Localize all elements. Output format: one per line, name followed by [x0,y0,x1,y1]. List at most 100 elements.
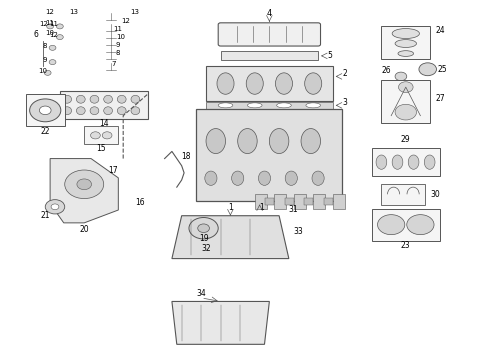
Text: 12: 12 [121,18,130,24]
Text: 7: 7 [111,62,116,67]
Ellipse shape [104,107,113,114]
Text: 13: 13 [130,9,140,15]
Bar [313,194,325,208]
Text: 23: 23 [401,241,411,250]
Circle shape [44,70,51,75]
Ellipse shape [392,155,403,169]
Text: 29: 29 [401,135,411,144]
Ellipse shape [238,129,257,154]
Bar [206,66,333,102]
Text: 13: 13 [70,9,78,15]
Bar [381,184,425,205]
Circle shape [56,35,63,40]
Text: 11: 11 [114,26,122,32]
Bar [266,198,274,205]
Text: 31: 31 [289,205,298,214]
Ellipse shape [205,171,217,185]
Ellipse shape [258,171,270,185]
Bar [84,126,118,144]
Circle shape [39,106,51,114]
Text: 19: 19 [199,234,208,243]
Ellipse shape [117,95,126,103]
Circle shape [51,204,59,210]
Bar [381,26,430,59]
Text: 10: 10 [38,68,47,74]
Circle shape [49,60,56,64]
Text: 12: 12 [49,32,58,38]
Text: 17: 17 [109,166,118,175]
Text: 11: 11 [49,21,58,27]
Ellipse shape [90,95,99,103]
Text: 8: 8 [116,50,121,56]
Bar [324,198,333,205]
Bar [60,91,147,119]
Circle shape [49,45,56,50]
Text: 22: 22 [41,127,50,136]
Circle shape [395,104,416,120]
Circle shape [189,217,218,239]
Text: 8: 8 [43,43,48,49]
Circle shape [102,132,112,139]
Polygon shape [172,216,289,258]
Ellipse shape [398,51,414,57]
Bar [285,198,294,205]
Text: 32: 32 [201,244,211,253]
Ellipse shape [131,95,140,103]
Circle shape [45,200,65,214]
Text: 34: 34 [196,289,206,298]
Polygon shape [50,158,118,223]
Ellipse shape [247,103,262,108]
Text: 9: 9 [43,57,48,63]
Ellipse shape [376,155,387,169]
Text: 5: 5 [328,51,333,60]
Text: 10: 10 [116,33,125,40]
FancyBboxPatch shape [218,23,320,46]
Text: 2: 2 [343,69,347,78]
Ellipse shape [424,155,435,169]
Text: 25: 25 [438,65,447,74]
Text: 11: 11 [45,19,54,26]
Circle shape [377,215,405,235]
Ellipse shape [63,107,72,114]
Bar [333,194,345,208]
Bar [372,148,440,176]
Text: 24: 24 [435,26,444,35]
Ellipse shape [285,171,297,185]
Bar [304,198,313,205]
Circle shape [395,72,407,81]
Ellipse shape [117,107,126,114]
Text: 10: 10 [45,30,54,36]
Text: 27: 27 [435,94,444,103]
Text: 12: 12 [39,21,49,27]
Polygon shape [172,301,270,344]
Circle shape [419,63,437,76]
Ellipse shape [277,103,291,108]
Text: 18: 18 [182,152,191,161]
Ellipse shape [408,155,419,169]
Ellipse shape [217,73,234,94]
Ellipse shape [104,95,113,103]
Text: 30: 30 [430,190,440,199]
Text: 16: 16 [135,198,145,207]
Text: 20: 20 [79,225,89,234]
Ellipse shape [395,40,416,48]
Ellipse shape [90,107,99,114]
Bar [206,102,333,109]
Bar [255,194,267,208]
Bar [220,51,318,60]
Circle shape [30,99,61,122]
Circle shape [65,170,104,199]
Bar [274,194,287,208]
Bar [26,94,65,126]
Text: 21: 21 [40,211,50,220]
Text: 1: 1 [260,203,265,212]
Ellipse shape [76,95,85,103]
Circle shape [47,24,53,29]
Ellipse shape [63,95,72,103]
Text: 9: 9 [116,42,121,48]
Ellipse shape [305,73,322,94]
Text: 26: 26 [382,66,391,75]
Ellipse shape [270,129,289,154]
Circle shape [407,215,434,235]
Circle shape [398,82,413,93]
